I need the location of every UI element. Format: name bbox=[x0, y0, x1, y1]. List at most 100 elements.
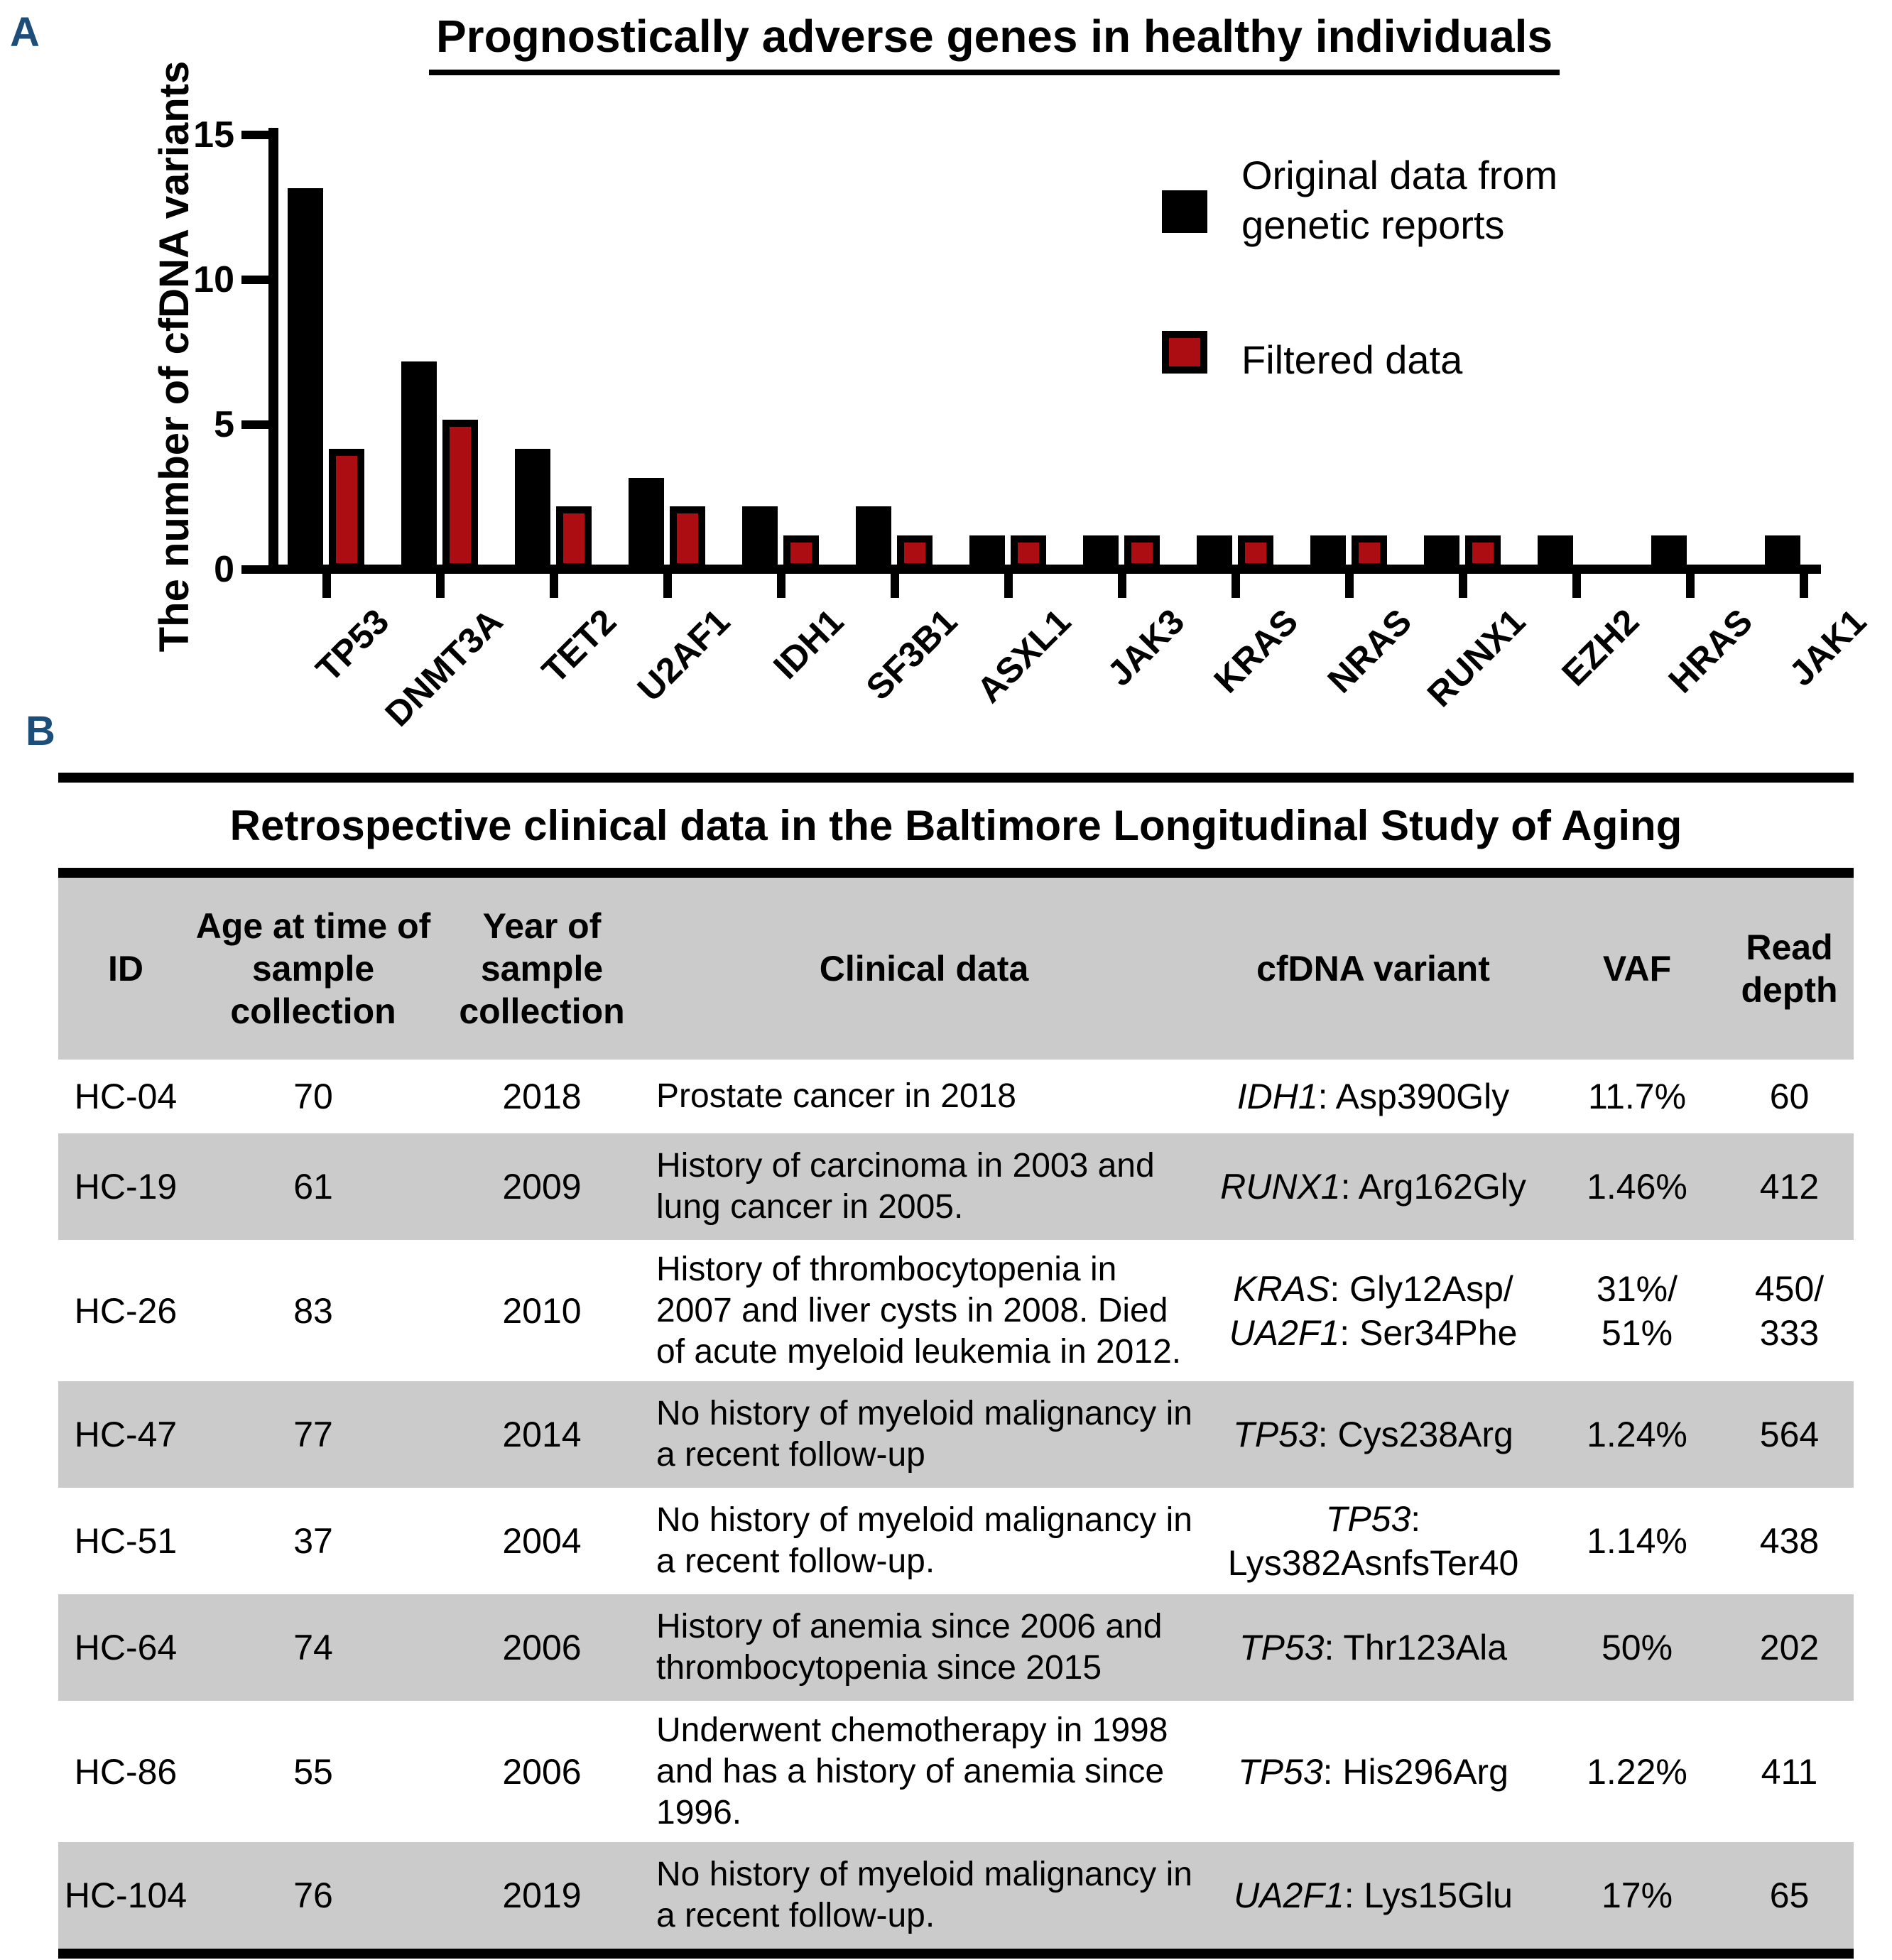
cell-cfdna-variant: TP53: Thr123Ala bbox=[1197, 1594, 1549, 1701]
cell-vaf: 50% bbox=[1549, 1594, 1725, 1701]
x-tick bbox=[777, 574, 785, 598]
cell-read-depth: 412 bbox=[1725, 1133, 1854, 1240]
cell-id: HC-04 bbox=[74, 1077, 178, 1116]
cell-cfdna-variant: TP53: Lys382AsnfsTer40 bbox=[1227, 1499, 1519, 1583]
bar-filtered-TP53 bbox=[329, 449, 364, 570]
bar-filtered-ASXL1 bbox=[1011, 535, 1046, 570]
gene-name: UA2F1 bbox=[1234, 1875, 1344, 1915]
cell-year: 2009 bbox=[433, 1133, 651, 1240]
x-label-EZH2: EZH2 bbox=[1554, 601, 1647, 694]
bar-original-TP53 bbox=[288, 188, 323, 570]
x-label-NRAS: NRAS bbox=[1320, 601, 1420, 701]
bar-original-RUNX1 bbox=[1424, 535, 1459, 570]
y-tick-label: 0 bbox=[214, 548, 234, 590]
cell-clinical-data: History of carcinoma in 2003 and lung ca… bbox=[651, 1133, 1197, 1240]
y-tick-label: 5 bbox=[214, 403, 234, 445]
x-label-U2AF1: U2AF1 bbox=[629, 601, 738, 709]
cell-vaf: 1.14% bbox=[1587, 1521, 1687, 1561]
cell-vaf: 1.24% bbox=[1549, 1381, 1725, 1488]
cell-vaf: 11.7% bbox=[1587, 1077, 1687, 1116]
table-title-rule bbox=[58, 868, 1854, 878]
clinical-data-table: ID Age at time of sample collection Year o… bbox=[58, 878, 1854, 1949]
x-tick bbox=[550, 574, 558, 598]
cell-read-depth: 65 bbox=[1725, 1842, 1854, 1949]
y-tick bbox=[241, 275, 268, 284]
clinical-data-table-block: Retrospective clinical data in the Balti… bbox=[58, 773, 1854, 1959]
cell-year: 2018 bbox=[502, 1077, 582, 1116]
table-header-row: ID Age at time of sample collection Year o… bbox=[58, 878, 1854, 1060]
x-tick bbox=[1459, 574, 1467, 598]
y-axis-line bbox=[268, 128, 278, 574]
panel-a-label: A bbox=[10, 9, 40, 55]
cell-read-depth: 564 bbox=[1725, 1381, 1854, 1488]
panel-b-label: B bbox=[26, 708, 55, 754]
chart-title: Prognostically adverse genes in healthy … bbox=[284, 10, 1705, 75]
y-tick bbox=[241, 130, 268, 139]
cell-age: 55 bbox=[293, 1751, 333, 1792]
cell-age: 61 bbox=[193, 1133, 433, 1240]
cell-age: 70 bbox=[293, 1077, 333, 1116]
x-label-KRAS: KRAS bbox=[1206, 601, 1306, 701]
x-label-DNMT3A: DNMT3A bbox=[377, 601, 511, 734]
table-bottom-rule bbox=[58, 1949, 1854, 1959]
table-title: Retrospective clinical data in the Balti… bbox=[229, 801, 1682, 849]
cell-read-depth: 438 bbox=[1759, 1521, 1820, 1561]
x-tick bbox=[1572, 574, 1581, 598]
cell-id: HC-86 bbox=[74, 1751, 178, 1792]
bar-original-IDH1 bbox=[742, 506, 778, 570]
cell-year: 2019 bbox=[433, 1842, 651, 1949]
cell-year: 2004 bbox=[502, 1521, 582, 1561]
bar-original-HRAS bbox=[1651, 535, 1687, 570]
cell-age: 76 bbox=[193, 1842, 433, 1949]
bar-filtered-NRAS bbox=[1352, 535, 1387, 570]
table-row-HC-104: HC-104 76 2019 No history of myeloid malign… bbox=[58, 1842, 1854, 1949]
table-row-HC-26: HC-26 83 2010 History of thrombocytopenia i… bbox=[58, 1240, 1854, 1381]
bar-original-KRAS bbox=[1197, 535, 1232, 570]
column-header-2: Age at time of sample collection bbox=[193, 878, 433, 1060]
cell-cfdna-variant: TP53: Cys238Arg bbox=[1197, 1381, 1549, 1488]
y-tick bbox=[241, 420, 268, 429]
cell-read-depth: 450/333 bbox=[1754, 1268, 1825, 1353]
legend-label-original-data: Original data from genetic reports bbox=[1241, 153, 1558, 247]
bar-filtered-SF3B1 bbox=[897, 535, 933, 570]
cell-cfdna-variant: KRAS: Gly12Asp/UA2F1: Ser34Phe bbox=[1229, 1268, 1518, 1353]
cell-read-depth: 202 bbox=[1725, 1594, 1854, 1701]
cell-id: HC-64 bbox=[58, 1594, 193, 1701]
column-header-1: ID bbox=[58, 878, 193, 1060]
x-tick bbox=[891, 574, 899, 598]
x-label-TET2: TET2 bbox=[534, 601, 624, 691]
bar-original-JAK3 bbox=[1083, 535, 1119, 570]
cell-clinical-data: No history of myeloid malignancy in a re… bbox=[651, 1842, 1197, 1949]
x-label-TP53: TP53 bbox=[308, 601, 397, 690]
cell-id: HC-26 bbox=[74, 1290, 178, 1331]
x-tick bbox=[1686, 574, 1695, 598]
cell-clinical-data: History of thrombocytopenia in 2007 and … bbox=[656, 1250, 1182, 1371]
x-label-ASXL1: ASXL1 bbox=[969, 601, 1079, 711]
cell-clinical-data: History of anemia since 2006 and thrombo… bbox=[651, 1594, 1197, 1701]
cell-clinical-data: Prostate cancer in 2018 bbox=[656, 1077, 1016, 1115]
bar-filtered-IDH1 bbox=[783, 535, 819, 570]
column-header-5: cfDNA variant bbox=[1197, 878, 1549, 1060]
bar-original-TET2 bbox=[515, 449, 550, 570]
bar-original-DNMT3A bbox=[401, 361, 437, 570]
bar-filtered-U2AF1 bbox=[670, 506, 705, 570]
bar-original-EZH2 bbox=[1538, 535, 1573, 570]
column-header-3: Year of sample collection bbox=[433, 878, 651, 1060]
cell-cfdna-variant: RUNX1: Arg162Gly bbox=[1197, 1133, 1549, 1240]
gene-name: TP53 bbox=[1239, 1628, 1325, 1667]
cell-id: HC-51 bbox=[74, 1521, 178, 1561]
bar-filtered-TET2 bbox=[556, 506, 592, 570]
x-tick bbox=[1118, 574, 1126, 598]
cell-id: HC-104 bbox=[58, 1842, 193, 1949]
cell-clinical-data: Underwent chemotherapy in 1998 and has a… bbox=[656, 1711, 1168, 1831]
cell-vaf: 1.46% bbox=[1549, 1133, 1725, 1240]
cell-year: 2006 bbox=[433, 1594, 651, 1701]
cell-vaf: 1.22% bbox=[1587, 1751, 1687, 1792]
bar-original-U2AF1 bbox=[629, 478, 664, 570]
legend-label-filtered-data: Filtered data bbox=[1241, 337, 1463, 382]
x-label-HRAS: HRAS bbox=[1660, 601, 1761, 701]
cell-read-depth: 60 bbox=[1769, 1077, 1810, 1116]
gene-name: TP53 bbox=[1238, 1751, 1323, 1792]
cell-age: 74 bbox=[193, 1594, 433, 1701]
